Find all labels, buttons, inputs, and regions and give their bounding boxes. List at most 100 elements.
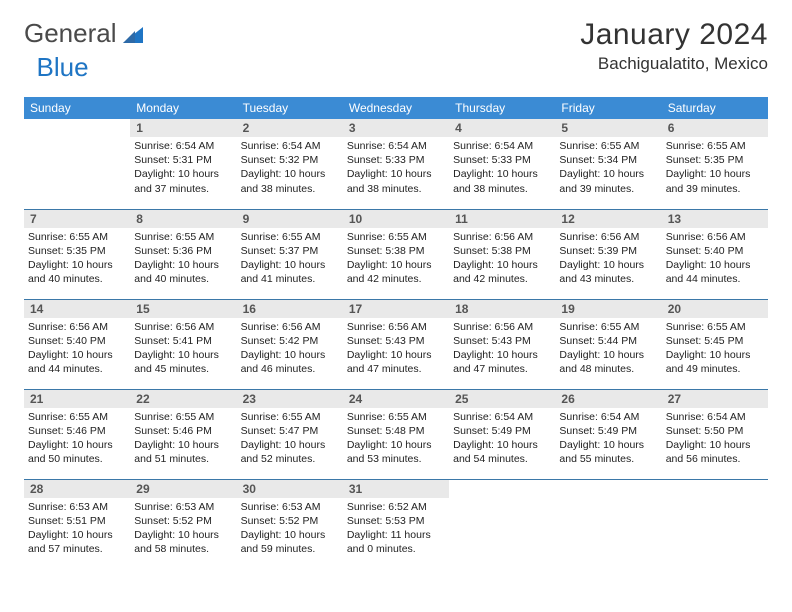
day-d2: and 47 minutes.: [347, 362, 445, 376]
day-d2: and 55 minutes.: [559, 452, 657, 466]
day-details: Sunrise: 6:56 AMSunset: 5:43 PMDaylight:…: [343, 318, 449, 383]
calendar-week-row: 21Sunrise: 6:55 AMSunset: 5:46 PMDayligh…: [24, 389, 768, 479]
weekday-header: Friday: [555, 97, 661, 119]
day-number: 25: [449, 390, 555, 408]
day-d1: Daylight: 10 hours: [134, 258, 232, 272]
day-ss: Sunset: 5:48 PM: [347, 424, 445, 438]
calendar-week-row: 14Sunrise: 6:56 AMSunset: 5:40 PMDayligh…: [24, 299, 768, 389]
day-number: 9: [237, 210, 343, 228]
day-ss: Sunset: 5:37 PM: [241, 244, 339, 258]
day-sr: Sunrise: 6:52 AM: [347, 500, 445, 514]
day-details: Sunrise: 6:55 AMSunset: 5:46 PMDaylight:…: [24, 408, 130, 473]
day-number: 7: [24, 210, 130, 228]
day-d1: Daylight: 10 hours: [666, 438, 764, 452]
day-ss: Sunset: 5:34 PM: [559, 153, 657, 167]
day-number: 5: [555, 119, 661, 137]
day-d1: Daylight: 10 hours: [28, 438, 126, 452]
weekday-header-row: Sunday Monday Tuesday Wednesday Thursday…: [24, 97, 768, 119]
day-sr: Sunrise: 6:56 AM: [28, 320, 126, 334]
day-details: Sunrise: 6:55 AMSunset: 5:35 PMDaylight:…: [662, 137, 768, 202]
day-details: Sunrise: 6:55 AMSunset: 5:36 PMDaylight:…: [130, 228, 236, 293]
day-number: 1: [130, 119, 236, 137]
day-details: Sunrise: 6:52 AMSunset: 5:53 PMDaylight:…: [343, 498, 449, 563]
day-number: 26: [555, 390, 661, 408]
day-ss: Sunset: 5:51 PM: [28, 514, 126, 528]
day-sr: Sunrise: 6:54 AM: [453, 410, 551, 424]
month-title: January 2024: [580, 18, 768, 52]
calendar-page: General January 2024 Bachigualatito, Mex…: [0, 0, 792, 587]
day-d1: Daylight: 10 hours: [134, 167, 232, 181]
day-number: 30: [237, 480, 343, 498]
day-d2: and 38 minutes.: [453, 182, 551, 196]
day-d1: Daylight: 10 hours: [666, 348, 764, 362]
calendar-table: Sunday Monday Tuesday Wednesday Thursday…: [24, 97, 768, 569]
day-details: Sunrise: 6:55 AMSunset: 5:34 PMDaylight:…: [555, 137, 661, 202]
day-d2: and 58 minutes.: [134, 542, 232, 556]
day-number: 29: [130, 480, 236, 498]
calendar-cell: 5Sunrise: 6:55 AMSunset: 5:34 PMDaylight…: [555, 119, 661, 209]
day-ss: Sunset: 5:33 PM: [347, 153, 445, 167]
day-ss: Sunset: 5:43 PM: [347, 334, 445, 348]
calendar-cell: 1Sunrise: 6:54 AMSunset: 5:31 PMDaylight…: [130, 119, 236, 209]
sail-icon: [121, 25, 145, 45]
location-label: Bachigualatito, Mexico: [580, 54, 768, 74]
day-d2: and 37 minutes.: [134, 182, 232, 196]
day-ss: Sunset: 5:33 PM: [453, 153, 551, 167]
day-d2: and 53 minutes.: [347, 452, 445, 466]
day-number: 15: [130, 300, 236, 318]
calendar-cell: [662, 479, 768, 569]
day-number: 21: [24, 390, 130, 408]
day-d2: and 44 minutes.: [666, 272, 764, 286]
day-ss: Sunset: 5:49 PM: [453, 424, 551, 438]
day-number: 27: [662, 390, 768, 408]
day-details: Sunrise: 6:53 AMSunset: 5:52 PMDaylight:…: [130, 498, 236, 563]
calendar-cell: [449, 479, 555, 569]
day-ss: Sunset: 5:38 PM: [347, 244, 445, 258]
day-details: Sunrise: 6:54 AMSunset: 5:49 PMDaylight:…: [449, 408, 555, 473]
day-ss: Sunset: 5:39 PM: [559, 244, 657, 258]
calendar-cell: 16Sunrise: 6:56 AMSunset: 5:42 PMDayligh…: [237, 299, 343, 389]
calendar-cell: 3Sunrise: 6:54 AMSunset: 5:33 PMDaylight…: [343, 119, 449, 209]
day-sr: Sunrise: 6:54 AM: [559, 410, 657, 424]
calendar-cell: 2Sunrise: 6:54 AMSunset: 5:32 PMDaylight…: [237, 119, 343, 209]
day-number: 8: [130, 210, 236, 228]
day-d1: Daylight: 10 hours: [134, 528, 232, 542]
calendar-cell: 29Sunrise: 6:53 AMSunset: 5:52 PMDayligh…: [130, 479, 236, 569]
day-details: Sunrise: 6:54 AMSunset: 5:33 PMDaylight:…: [343, 137, 449, 202]
day-d1: Daylight: 10 hours: [559, 348, 657, 362]
day-number: 11: [449, 210, 555, 228]
day-d2: and 39 minutes.: [559, 182, 657, 196]
day-d1: Daylight: 10 hours: [666, 167, 764, 181]
day-ss: Sunset: 5:43 PM: [453, 334, 551, 348]
day-ss: Sunset: 5:42 PM: [241, 334, 339, 348]
calendar-cell: 25Sunrise: 6:54 AMSunset: 5:49 PMDayligh…: [449, 389, 555, 479]
calendar-cell: 19Sunrise: 6:55 AMSunset: 5:44 PMDayligh…: [555, 299, 661, 389]
calendar-cell: 22Sunrise: 6:55 AMSunset: 5:46 PMDayligh…: [130, 389, 236, 479]
day-sr: Sunrise: 6:56 AM: [666, 230, 764, 244]
day-d2: and 44 minutes.: [28, 362, 126, 376]
day-d1: Daylight: 10 hours: [347, 258, 445, 272]
day-ss: Sunset: 5:31 PM: [134, 153, 232, 167]
calendar-cell: 4Sunrise: 6:54 AMSunset: 5:33 PMDaylight…: [449, 119, 555, 209]
day-sr: Sunrise: 6:55 AM: [134, 230, 232, 244]
day-d2: and 56 minutes.: [666, 452, 764, 466]
day-details: Sunrise: 6:55 AMSunset: 5:46 PMDaylight:…: [130, 408, 236, 473]
day-d1: Daylight: 10 hours: [453, 167, 551, 181]
day-details: Sunrise: 6:54 AMSunset: 5:50 PMDaylight:…: [662, 408, 768, 473]
weekday-header: Wednesday: [343, 97, 449, 119]
day-ss: Sunset: 5:46 PM: [28, 424, 126, 438]
calendar-cell: [555, 479, 661, 569]
calendar-cell: 14Sunrise: 6:56 AMSunset: 5:40 PMDayligh…: [24, 299, 130, 389]
day-d2: and 54 minutes.: [453, 452, 551, 466]
day-details: Sunrise: 6:56 AMSunset: 5:41 PMDaylight:…: [130, 318, 236, 383]
day-ss: Sunset: 5:45 PM: [666, 334, 764, 348]
day-d1: Daylight: 10 hours: [453, 258, 551, 272]
day-d1: Daylight: 10 hours: [28, 258, 126, 272]
day-d2: and 48 minutes.: [559, 362, 657, 376]
calendar-cell: 20Sunrise: 6:55 AMSunset: 5:45 PMDayligh…: [662, 299, 768, 389]
calendar-week-row: 7Sunrise: 6:55 AMSunset: 5:35 PMDaylight…: [24, 209, 768, 299]
day-sr: Sunrise: 6:55 AM: [134, 410, 232, 424]
day-d1: Daylight: 10 hours: [28, 528, 126, 542]
day-ss: Sunset: 5:40 PM: [666, 244, 764, 258]
day-d2: and 39 minutes.: [666, 182, 764, 196]
